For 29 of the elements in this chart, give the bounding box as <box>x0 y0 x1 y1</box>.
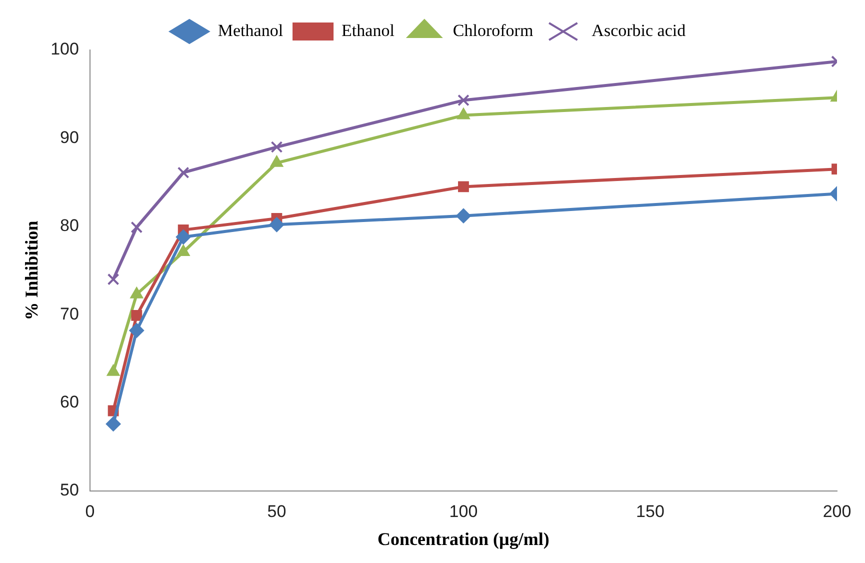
y-tick-label: 70 <box>60 304 79 324</box>
point <box>129 322 144 338</box>
point <box>131 310 142 321</box>
y-tick-label: 60 <box>60 392 79 412</box>
x-tick-label: 0 <box>85 502 95 521</box>
point <box>458 94 470 106</box>
y-tick-label: 90 <box>60 128 79 147</box>
point <box>270 141 283 153</box>
y-axis-title: % Inhibition <box>21 220 42 320</box>
point <box>107 273 120 286</box>
x-tick-label: 150 <box>636 502 664 521</box>
y-tick-label: 100 <box>50 40 79 59</box>
point <box>176 229 191 244</box>
point <box>177 166 190 179</box>
legend-label: Chloroform <box>452 20 534 40</box>
point <box>269 217 284 232</box>
x-tick-label: 50 <box>267 502 286 521</box>
point <box>130 221 143 234</box>
y-tick-label: 50 <box>60 480 79 500</box>
x-tick-label: 100 <box>449 502 478 521</box>
point <box>106 416 121 432</box>
point <box>456 208 471 224</box>
legend-label: Ethanol <box>342 20 395 40</box>
x-tick-label: 200 <box>822 502 852 521</box>
point <box>458 181 469 192</box>
y-tick-label: 80 <box>60 216 79 236</box>
x-axis-title: Concentration (µg/ml) <box>378 528 550 549</box>
legend-label: Ascorbic acid <box>592 20 686 40</box>
legend-label: Methanol <box>218 20 284 40</box>
